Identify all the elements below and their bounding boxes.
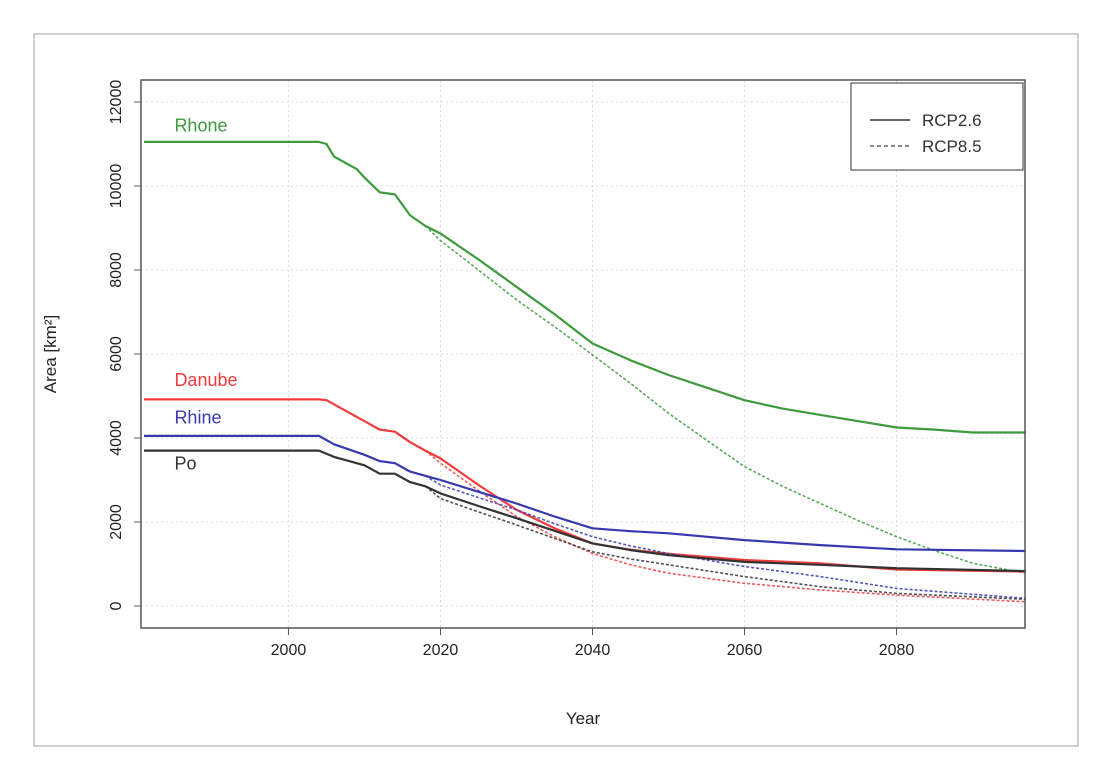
axes: 2000 2020 2040 2060 2080 0 2000 4000 6000 8000 100… <box>108 80 914 659</box>
river-labels: Rhone Danube Rhine Po <box>174 115 237 473</box>
series-lines <box>144 140 1026 603</box>
series-po-rcp26 <box>144 449 1026 573</box>
series-danube-rcp85 <box>424 449 1026 603</box>
y-tick-label: 10000 <box>108 164 125 209</box>
series-rhone-rcp85 <box>424 225 1026 574</box>
y-tick-label: 6000 <box>108 336 125 372</box>
x-tick-label: 2000 <box>271 642 307 659</box>
label-po: Po <box>174 453 196 473</box>
legend-box <box>850 82 1024 171</box>
y-tick-label: 8000 <box>108 252 125 288</box>
series-danube-rcp26 <box>144 398 1026 573</box>
y-tick-label: 0 <box>108 601 125 610</box>
series-rhine-rcp85 <box>424 475 1026 600</box>
figure-frame <box>33 33 1079 747</box>
x-axis-label: Year <box>566 709 601 728</box>
x-tick-label: 2040 <box>575 642 611 659</box>
legend-label-rcp85: RCP8.5 <box>922 137 982 156</box>
series-rhone-rcp26 <box>144 140 1026 434</box>
label-rhone: Rhone <box>174 115 227 135</box>
y-tick-label: 12000 <box>108 80 125 125</box>
legend: RCP2.6 RCP8.5 <box>850 82 1024 171</box>
x-tick-label: 2060 <box>727 642 763 659</box>
label-danube: Danube <box>174 370 237 390</box>
y-tick-label: 2000 <box>108 504 125 540</box>
series-rhine-rcp26 <box>144 434 1026 553</box>
legend-label-rcp26: RCP2.6 <box>922 111 982 130</box>
x-tick-label: 2020 <box>423 642 459 659</box>
y-tick-label: 4000 <box>108 420 125 456</box>
x-tick-label: 2080 <box>879 642 915 659</box>
y-axis-label: Area [km²] <box>41 315 60 393</box>
label-rhine: Rhine <box>174 407 221 427</box>
